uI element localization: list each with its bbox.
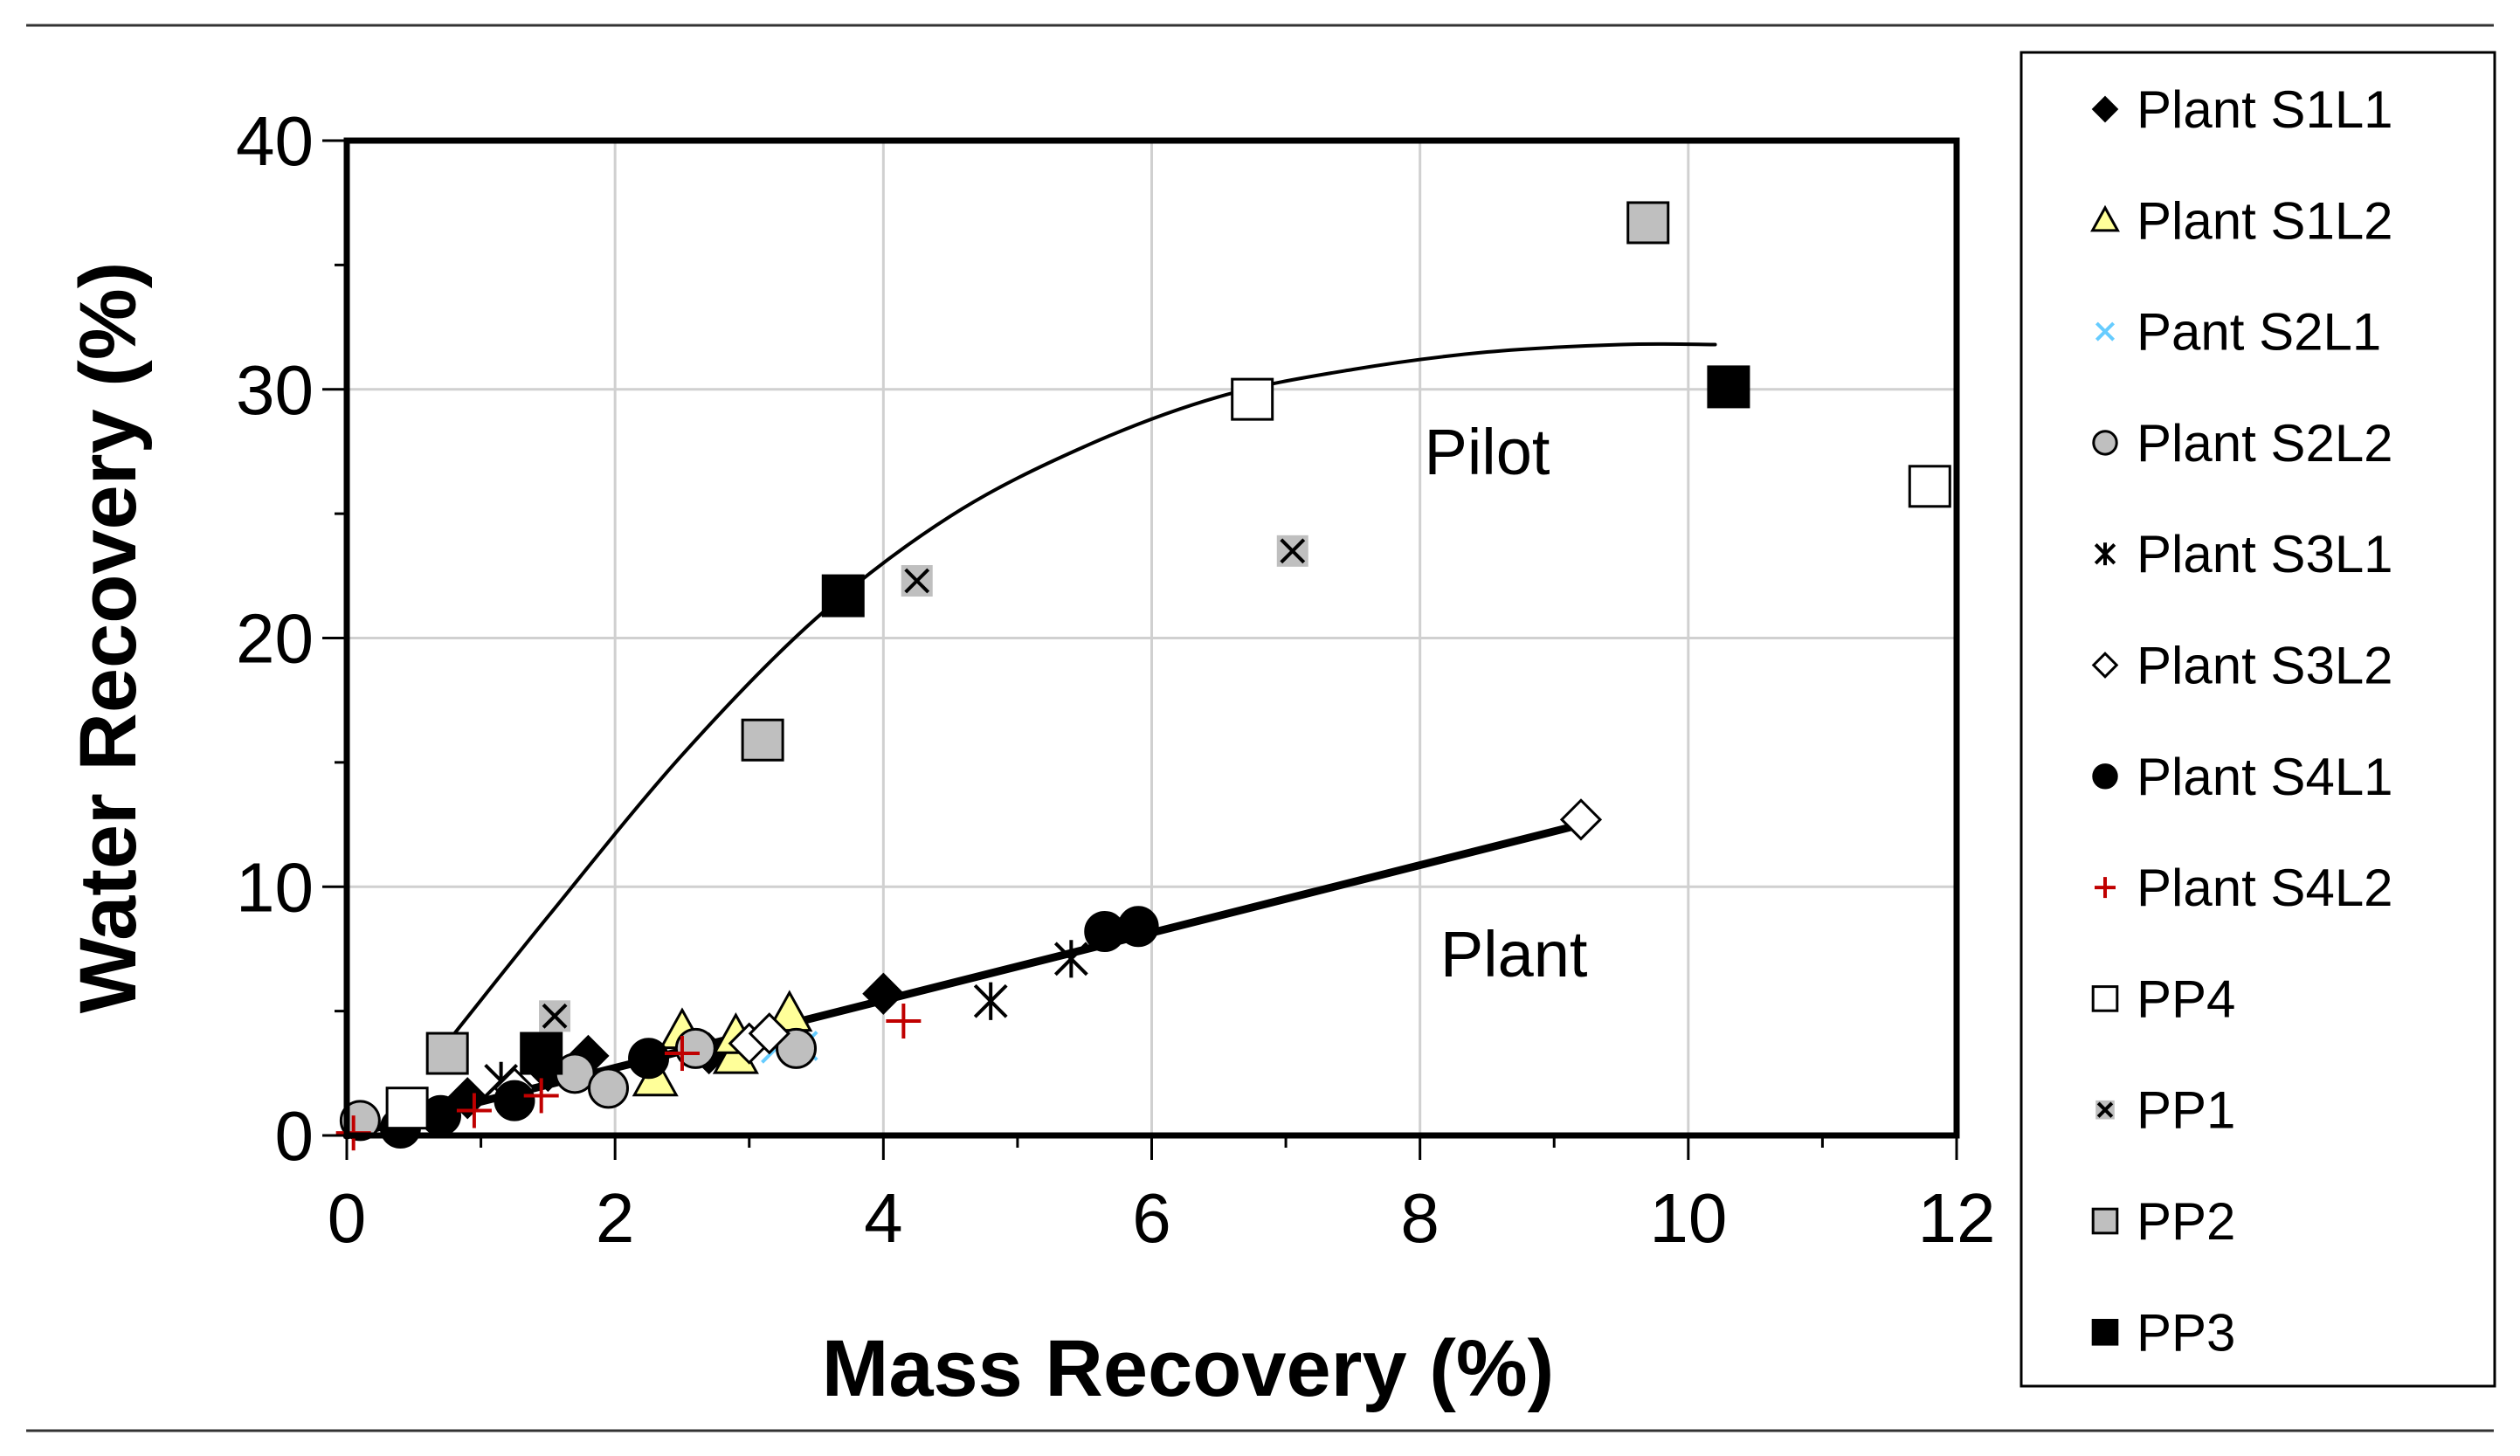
y-tick-label: 30 (236, 351, 314, 429)
legend-label-pp3: PP3 (2137, 1303, 2235, 1362)
pp3-point (1707, 365, 1750, 409)
plant-s4l2-point (886, 1004, 922, 1039)
pp4-series (385, 377, 1951, 1130)
legend-label-plant-s4l2: Plant S4L2 (2137, 859, 2393, 917)
plant-s3l1-point (1053, 940, 1088, 978)
legend-label-plant-s4l1: Plant S4L1 (2137, 748, 2393, 806)
legend-item-pp4: PP4 (2091, 970, 2235, 1028)
plant-s4l2-point (664, 1036, 700, 1072)
pp1-series (539, 535, 1308, 1032)
plant-s3l1-point (973, 982, 1008, 1020)
legend-marker-plant-s3l2 (2091, 652, 2119, 679)
legend-label-plant-s2l2: Plant S2L2 (2137, 414, 2393, 473)
pilot-fit-line (438, 342, 1717, 1053)
pp1-point (539, 1000, 571, 1032)
legend-marker-plant-s4l1 (2092, 763, 2118, 790)
plant-s4l1-point (628, 1038, 670, 1080)
x-tick-label: 2 (596, 1179, 635, 1257)
plant-s4l1-point (494, 1080, 535, 1121)
legend-marker-plant-s2l2 (2092, 430, 2118, 456)
legend-item-pp1: PP1 (2095, 1081, 2235, 1140)
legend-marker-pp2 (2091, 1207, 2119, 1235)
x-axis-title: Mass Recovery (%) (822, 1324, 1555, 1413)
legend-item-plant-s3l2: Plant S3L2 (2091, 637, 2393, 695)
plant-s2l2-point (674, 1027, 716, 1069)
y-tick-label: 40 (236, 102, 314, 180)
legend-marker-plant-s1l1 (2091, 95, 2119, 123)
legend-item-plant-s4l1: Plant S4L1 (2092, 748, 2393, 806)
y-axis-title: Water Recovery (%) (64, 262, 153, 1014)
x-tick-label: 10 (1649, 1179, 1727, 1257)
legend-item-plant-s2l2: Plant S2L2 (2092, 414, 2393, 473)
x-tick-label: 12 (1918, 1179, 1996, 1257)
legend-marker-plant-s1l2 (2090, 204, 2120, 232)
plant-s2l2-point (776, 1027, 818, 1069)
pp4-point (385, 1087, 429, 1130)
y-tick-label: 20 (236, 600, 314, 678)
pp2-point (1626, 201, 1670, 245)
x-tick-label: 8 (1400, 1179, 1440, 1257)
legend-marker-pp1 (2095, 1100, 2115, 1120)
gridlines (347, 141, 1957, 1135)
pp1-point (1276, 535, 1308, 567)
plant-s2l2-series (339, 1027, 818, 1142)
legend-item-plant-s3l1: Plant S3L1 (2094, 525, 2393, 583)
plant-s2l2-point (587, 1067, 629, 1109)
pp3-point (821, 574, 865, 618)
legend-label-pp2: PP2 (2137, 1192, 2235, 1251)
pp2-point (741, 718, 784, 762)
legend-label-plant-s1l2: Plant S1L2 (2137, 191, 2393, 250)
legend-marker-pp4 (2091, 985, 2119, 1012)
legend-item-pp3: PP3 (2091, 1303, 2235, 1362)
legend-label-pp4: PP4 (2137, 970, 2235, 1028)
pp2-point (425, 1032, 469, 1075)
legend-box (2019, 51, 2496, 1388)
y-tick-label: 0 (275, 1097, 314, 1175)
pp3-point (520, 1032, 563, 1075)
legend-item-plant-s4l2: Plant S4L2 (2095, 859, 2393, 917)
x-tick-label: 6 (1132, 1179, 1171, 1257)
legend-label-pp1: PP1 (2137, 1081, 2235, 1140)
plant-s3l2-point (748, 1012, 791, 1055)
x-tick-label: 0 (328, 1179, 367, 1257)
legend-item-plant-s1l1: Plant S1L1 (2091, 80, 2393, 139)
legend-marker-pp3 (2091, 1319, 2119, 1346)
plant-s4l2-point (523, 1078, 559, 1114)
legend-item-pant-s2l1: Pant S2L1 (2095, 303, 2381, 362)
legend-marker-plant-s4l2 (2095, 877, 2116, 899)
pp1-point (901, 565, 933, 597)
legend-item-pp2: PP2 (2091, 1192, 2235, 1251)
axis-ticks: 0 10 20 30 40 0 2 4 6 8 10 12 (236, 102, 1995, 1257)
legend-label-plant-s3l1: Plant S3L1 (2137, 525, 2393, 583)
plant-s1l1-point (862, 972, 905, 1015)
pp4-point (1908, 465, 1951, 508)
legend-label-plant-s1l1: Plant S1L1 (2137, 80, 2393, 139)
plant-s3l2-point (1559, 798, 1603, 841)
legend-item-plant-s1l2: Plant S1L2 (2090, 191, 2393, 250)
legend: Plant S1L1 Plant S1L2 Pant S2L1 Plant S2L2 P… (2090, 80, 2393, 1362)
legend-marker-pant-s2l1 (2095, 321, 2116, 342)
pilot-annotation: Pilot (1424, 416, 1550, 488)
pp2-series (425, 201, 1670, 1075)
legend-label-pant-s2l1: Pant S2L1 (2137, 303, 2381, 362)
x-tick-label: 4 (864, 1179, 903, 1257)
plant-s4l1-point (1084, 911, 1126, 953)
legend-label-plant-s3l2: Plant S3L2 (2137, 637, 2393, 695)
pp4-point (1231, 377, 1274, 421)
pp3-series (520, 365, 1750, 1075)
plant-s2l2-point (339, 1100, 381, 1142)
plant-annotation: Plant (1440, 918, 1588, 990)
plant-s4l2-point (456, 1093, 492, 1128)
y-tick-label: 10 (236, 848, 314, 926)
plant-s4l1-point (1117, 906, 1159, 948)
legend-marker-plant-s3l1 (2094, 542, 2116, 566)
annotations: Pilot Plant (1424, 416, 1587, 990)
